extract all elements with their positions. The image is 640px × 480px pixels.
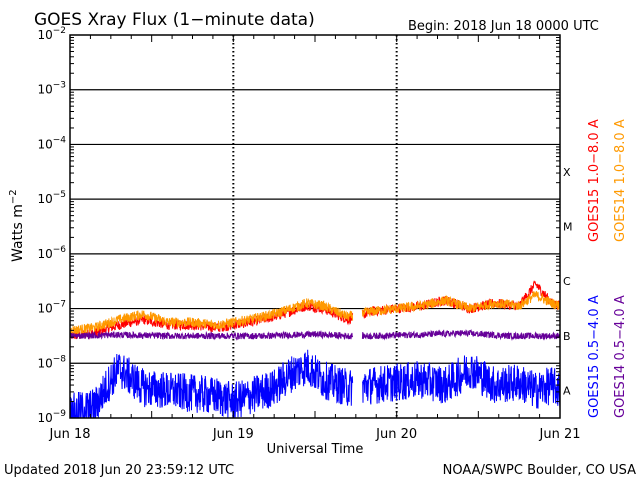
y-tick-base: 10 xyxy=(37,302,52,316)
y-tick-label: 10−6 xyxy=(37,245,66,261)
y-tick-base: 10 xyxy=(37,137,52,151)
x-tick-label: Jun 20 xyxy=(375,427,417,442)
series-legend: GOES15 1.0−8.0 A GOES14 1.0−8.0 A GOES15 0… xyxy=(587,119,628,418)
y-axis-label-text: Watts m xyxy=(10,204,26,262)
y-tick-base: 10 xyxy=(37,247,52,261)
series-line xyxy=(69,297,354,337)
x-tick-label: Jun 19 xyxy=(212,427,254,442)
updated-timestamp: Updated 2018 Jun 20 23:59:12 UTC xyxy=(4,463,234,478)
y-tick-base: 10 xyxy=(37,411,52,425)
y-tick-label: 10−5 xyxy=(37,190,66,206)
flare-class-label: A xyxy=(563,385,571,398)
y-tick-exponent: −4 xyxy=(53,135,67,145)
flare-class-labels: X M C B A xyxy=(563,166,573,398)
y-axis-label: Watts m−2 xyxy=(8,189,26,262)
y-tick-exponent: −6 xyxy=(53,245,67,255)
legend-entry: GOES15 0.5−4.0 A xyxy=(587,295,602,418)
y-tick-exponent: −5 xyxy=(53,190,66,200)
y-tick-label: 10−9 xyxy=(37,409,66,425)
series-line xyxy=(361,355,561,409)
y-tick-exponent: −3 xyxy=(53,81,66,91)
flare-class-label: C xyxy=(563,275,571,288)
y-tick-exponent: −2 xyxy=(53,26,66,36)
y-tick-base: 10 xyxy=(37,83,52,97)
chart-title: GOES Xray Flux (1−minute data) xyxy=(34,10,315,30)
y-axis: 10−210−310−410−510−610−710−810−9 xyxy=(37,26,560,425)
flare-class-label: M xyxy=(563,221,573,234)
flare-class-label: X xyxy=(563,166,571,179)
y-tick-base: 10 xyxy=(37,28,52,42)
y-tick-base: 10 xyxy=(37,192,52,206)
y-tick-label: 10−3 xyxy=(37,81,66,97)
y-tick-label: 10−4 xyxy=(37,135,66,151)
series-line xyxy=(69,349,354,419)
x-tick-label: Jun 18 xyxy=(49,427,91,442)
legend-entry: GOES15 1.0−8.0 A xyxy=(587,119,602,242)
y-tick-label: 10−8 xyxy=(37,354,66,370)
x-axis-label: Universal Time xyxy=(267,442,364,457)
y-tick-label: 10−7 xyxy=(37,300,66,316)
flux-traces xyxy=(69,280,561,419)
y-tick-exponent: −7 xyxy=(53,300,66,310)
y-tick-exponent: −8 xyxy=(53,354,67,364)
flare-class-label: B xyxy=(563,330,571,343)
begin-label: Begin: 2018 Jun 18 0000 UTC xyxy=(408,19,599,34)
x-tick-label: Jun 21 xyxy=(539,427,581,442)
series-line xyxy=(361,328,561,341)
series-line xyxy=(69,330,354,341)
y-axis-label-sup: −2 xyxy=(8,189,19,204)
y-tick-label: 10−2 xyxy=(37,26,66,42)
credit-label: NOAA/SWPC Boulder, CO USA xyxy=(443,463,636,478)
series-line xyxy=(361,290,561,318)
y-tick-exponent: −9 xyxy=(53,409,67,419)
legend-entry: GOES14 0.5−4.0 A xyxy=(613,295,628,418)
legend-entry: GOES14 1.0−8.0 A xyxy=(613,119,628,242)
y-tick-base: 10 xyxy=(37,356,52,370)
x-axis: Jun 18 Jun 19 Jun 20 Jun 21 xyxy=(49,35,581,442)
